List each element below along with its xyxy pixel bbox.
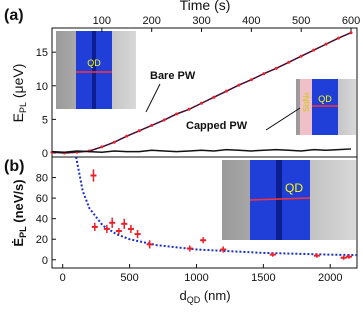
data-point [91, 225, 98, 228]
data-point [269, 253, 276, 256]
data-point [220, 248, 227, 251]
data-point [137, 129, 141, 133]
panel-label: (a) [4, 7, 24, 24]
y-tick-label: 80 [36, 173, 48, 185]
data-point [340, 256, 347, 259]
data-point [249, 78, 253, 82]
y-tick-label: 10 [36, 81, 48, 93]
x-tick-label: 100 [93, 15, 111, 27]
data-point [345, 255, 352, 258]
x-tick-label: 300 [192, 15, 210, 27]
data-point [103, 227, 110, 230]
y-tick-label: 40 [36, 214, 48, 226]
inset-label: QD [285, 181, 303, 195]
x-tick-label: 500 [120, 272, 138, 284]
inset-bare: QD [56, 31, 136, 109]
data-point [237, 83, 241, 87]
data-point [112, 140, 116, 144]
x-tick-label: 1000 [184, 272, 208, 284]
arrow [145, 83, 161, 113]
y-tick-label: 20 [36, 234, 48, 246]
x-tick-label: 200 [142, 15, 160, 27]
panel-label: (b) [4, 158, 24, 175]
data-point [175, 112, 179, 116]
x-tick-label: 1500 [251, 272, 275, 284]
series-annotation: Bare PW [150, 70, 196, 82]
y-tick-label: 5 [42, 114, 48, 126]
data-point [115, 230, 122, 232]
x-tick-label: 0 [60, 272, 66, 284]
data-point [187, 107, 191, 111]
data-point [125, 134, 129, 138]
fit-line [75, 156, 358, 257]
inset-material: Si3N4 [302, 92, 311, 112]
x-axis-label: dQD (nm) [179, 288, 230, 305]
data-point [200, 101, 204, 105]
data-point [186, 247, 193, 250]
inset-label: QD [318, 94, 332, 104]
inset-b: QD [222, 160, 356, 240]
inset-label: QD [87, 58, 101, 68]
data-point [200, 239, 207, 242]
x-tick-label: 600 [342, 15, 360, 27]
data-point [100, 145, 104, 149]
data-point [127, 227, 134, 230]
data-point [349, 31, 353, 35]
data-point [150, 123, 154, 127]
inset-capped: QD Si3N4 [296, 79, 356, 135]
data-point [134, 233, 141, 236]
data-point [262, 72, 266, 76]
x-tick-label: 500 [292, 15, 310, 27]
y-tick-label: 60 [36, 193, 48, 205]
data-point [324, 42, 328, 46]
data-point [287, 60, 291, 64]
data-point [146, 243, 153, 246]
data-point [224, 89, 228, 93]
data-point [121, 222, 128, 225]
axes-frame [51, 156, 358, 269]
data-point [337, 36, 341, 40]
series-line [51, 148, 352, 154]
y-axis-label: ĖPL (neV/s) [11, 179, 28, 246]
data-point [90, 174, 97, 177]
data-point [299, 54, 303, 58]
data-point [274, 66, 278, 70]
y-tick-label: 0 [42, 255, 48, 267]
data-point [313, 254, 320, 257]
x-axis-label: Time (s) [180, 0, 231, 13]
data-point [212, 95, 216, 99]
y-tick-label: 0 [42, 148, 48, 160]
data-point [162, 118, 166, 122]
x-tick-label: 400 [242, 15, 260, 27]
data-point [312, 48, 316, 52]
arrow [265, 107, 301, 131]
data-point [109, 221, 116, 224]
y-tick-label: 15 [36, 47, 48, 59]
series-annotation: Capped PW [186, 120, 248, 132]
x-tick-label: 2000 [318, 272, 342, 284]
y-axis-label: EPL (μeV) [10, 64, 28, 123]
